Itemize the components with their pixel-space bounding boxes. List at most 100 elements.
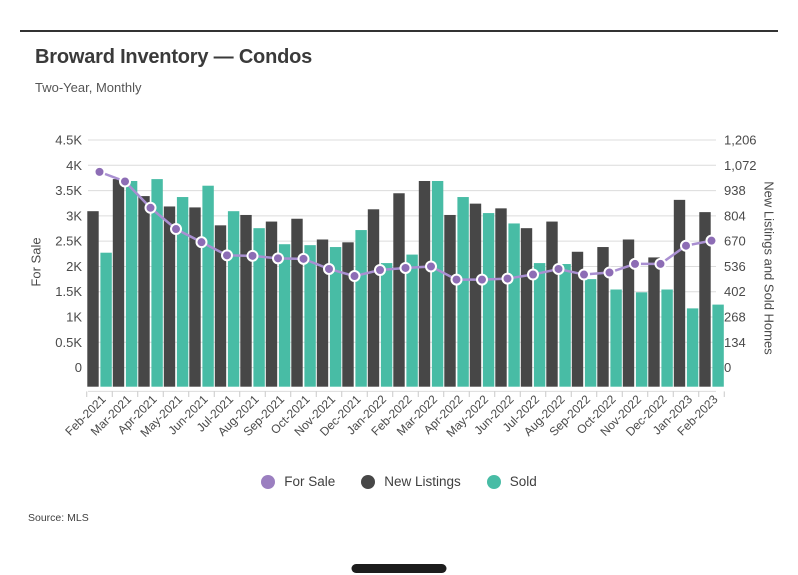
bar-sold [355,230,367,387]
y-axis-tick-right: 1,072 [724,158,757,173]
bar-sold [329,247,342,387]
bar-sold [304,245,316,387]
for-sale-point [195,236,208,249]
bar-sold [202,185,214,387]
bar-sold [227,211,240,387]
bar-sold [584,279,597,387]
for-sale-point [654,257,667,270]
bar-new-listings [444,214,456,387]
source-note: Source: MLS [28,512,89,524]
bar-new-listings [699,212,711,387]
y-axis-tick-right: 402 [724,284,746,299]
bar-new-listings [495,208,507,387]
for-sale-point [399,261,412,274]
for-sale-point [93,165,106,178]
chart-title: Broward Inventory — Condos [35,46,313,68]
bar-new-listings [87,211,99,387]
for-sale-point [348,270,361,283]
for-sale-point [629,257,641,270]
bar-new-listings [597,247,609,387]
y-axis-tick-left: 4.5K [55,133,82,148]
for-sale-point [246,249,259,262]
bar-sold [406,254,418,387]
bar-new-listings [265,221,278,387]
y-axis-tick-right: 804 [724,208,746,223]
y-axis-tick-right: 1,206 [724,133,757,148]
legend-item-sold[interactable]: Sold [486,474,537,489]
for-sale-point [170,223,182,236]
bar-sold [100,252,112,387]
for-sale-point [144,201,157,214]
y-axis-tick-left: 1.5K [55,284,82,299]
legend-label: For Sale [284,474,336,489]
bar-sold [125,180,138,387]
new-listings-legend-dot-icon [361,474,376,489]
y-axis-tick-left: 4K [66,158,82,173]
y-axis-tick-right: 938 [724,183,746,198]
bar-new-listings [240,214,252,387]
bar-sold [533,263,546,387]
bar-sold [482,213,495,387]
bar-new-listings [648,257,660,387]
bar-new-listings [189,207,201,387]
for-sale-point [603,266,616,279]
bar-sold [559,264,571,387]
for-sale-point [374,263,386,276]
y-axis-tick-left: 2K [66,259,82,274]
for-sale-point [501,272,514,285]
bar-sold [457,197,469,387]
bar-sold [380,263,393,387]
bar-sold [661,289,673,387]
home-indicator [351,564,447,573]
for-sale-point [119,175,131,188]
bar-sold [610,289,622,387]
y-axis-tick-left: 3.5K [55,183,82,198]
bar-new-listings [520,228,533,387]
left-axis-title: For Sale [28,237,44,287]
bar-new-listings [367,209,380,387]
y-axis-tick-left: 3K [66,208,82,223]
legend-item-for-sale[interactable]: For Sale [261,474,335,489]
y-axis-tick-left: 2.5K [55,234,82,249]
bar-new-listings [342,242,354,387]
legend-label: Sold [509,474,537,489]
y-axis-tick-right: 268 [724,310,746,325]
for-sale-point [272,252,284,265]
bar-new-listings [418,180,431,387]
bar-new-listings [163,206,176,387]
bar-new-listings [571,251,584,387]
bar-new-listings [546,221,558,387]
for-sale-point [578,268,590,281]
bar-new-listings [291,218,303,387]
for-sale-point [450,273,463,286]
bar-sold [431,180,444,387]
bar-new-listings [469,203,482,387]
y-axis-tick-right: 0 [724,360,731,375]
bar-sold [253,228,265,387]
legend-item-new-listings[interactable]: New Listings [361,474,461,489]
for-sale-point [221,249,233,262]
y-axis-tick-left: 1K [66,310,82,325]
bar-sold [686,308,699,387]
right-axis-title: New Listings and Sold Homes [761,181,777,355]
y-axis-tick-left: 0.5K [55,335,82,350]
for-sale-point [705,234,718,247]
bar-new-listings [112,179,125,387]
bar-new-listings [622,239,635,387]
top-divider [20,30,778,32]
for-sale-point [680,239,692,252]
bar-sold [151,179,163,387]
for-sale-point [476,273,488,286]
bar-sold [508,223,520,387]
sold-legend-dot-icon [486,474,501,489]
bar-new-listings [393,193,405,387]
bar-new-listings [138,196,150,387]
for-sale-point [425,260,437,273]
bar-sold [712,304,724,387]
bar-sold [176,197,189,387]
chart-subtitle: Two-Year, Monthly [35,80,142,95]
legend-label: New Listings [384,474,461,489]
y-axis-tick-right: 670 [724,234,746,249]
chart-plot-area: 4.5K 1,206 4K 1,072 3.5K 938 3K 804 2.5K 670 2K 536… [55,133,757,440]
